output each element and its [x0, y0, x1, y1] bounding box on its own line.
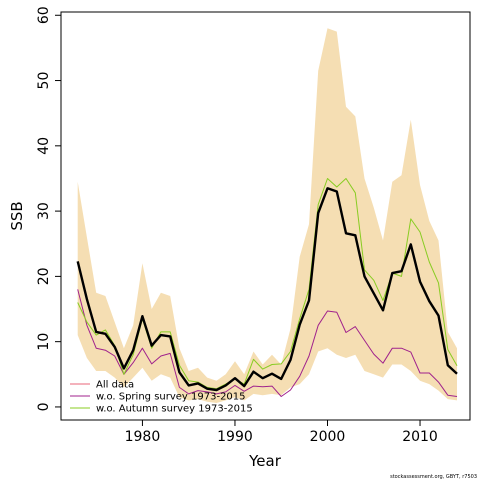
axes-layer: 1980 1990 2000 2010 0 10 20 30 40 50 60	[36, 6, 438, 445]
y-tick-label: 50	[36, 72, 52, 90]
y-tick-label: 30	[36, 202, 52, 220]
legend-label-all-data: All data	[96, 380, 134, 391]
legend-label-w-o-spring-survey-1973-2015: w.o. Spring survey 1973-2015	[96, 392, 246, 403]
y-tick-label: 20	[36, 267, 52, 285]
x-tick-label: 1980	[125, 429, 161, 445]
series-lines-layer	[76, 178, 458, 397]
legend-label-w-o-autumn-survey-1973-2015: w.o. Autumn survey 1973-2015	[96, 404, 253, 415]
x-tick-label: 2000	[310, 429, 346, 445]
y-tick-label: 40	[36, 137, 52, 155]
y-tick-label: 10	[36, 333, 52, 351]
series-line-w-o-spring-survey-1973-2015	[77, 289, 458, 397]
x-tick-label: 2010	[402, 429, 438, 445]
plot-frame	[60, 11, 471, 421]
y-tick-label: 60	[36, 6, 52, 24]
y-axis-title: SSB	[8, 201, 26, 230]
y-tick-label: 0	[36, 402, 52, 411]
series-line-all-data	[76, 187, 458, 392]
confidence-band	[77, 28, 457, 404]
confidence-band-layer	[77, 28, 457, 404]
x-tick-label: 1990	[217, 429, 253, 445]
x-axis-title: Year	[248, 452, 282, 470]
footnote: stockassessment.org, GBYT, r7503	[390, 474, 477, 480]
